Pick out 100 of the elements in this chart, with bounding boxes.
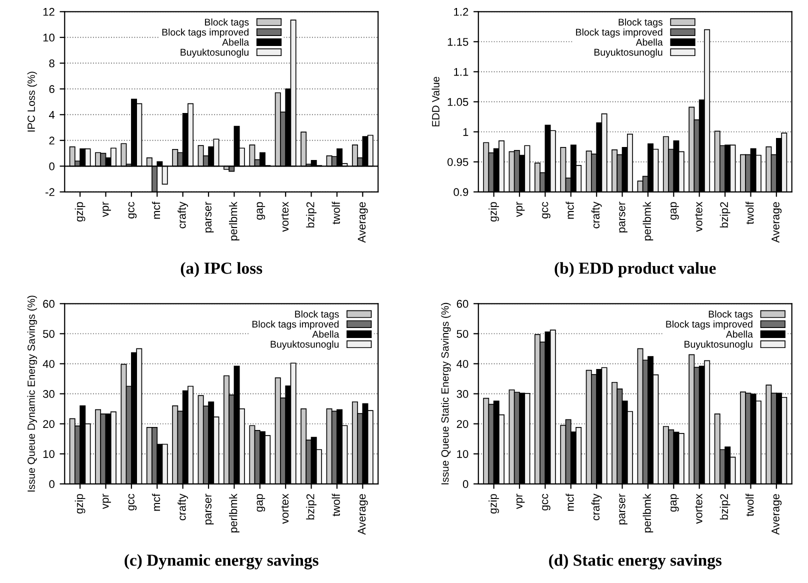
x-tick-label: gcc — [542, 494, 550, 510]
x-tick-label: vpr — [516, 202, 525, 218]
x-tick-label: parser — [619, 202, 628, 232]
x-tick-label: vortex — [695, 494, 702, 524]
x-tick-label: perlbmk — [229, 202, 240, 240]
x-tick-label: twolf — [746, 202, 754, 224]
x-tick-label: vpr — [516, 494, 525, 510]
y-tick-label: 50 — [456, 330, 468, 338]
x-tick-label: vortex — [281, 494, 289, 524]
x-tick-label: bzip2 — [306, 202, 316, 228]
x-tick-label: gzip — [488, 494, 499, 514]
x-tick-label: bzip2 — [720, 202, 730, 228]
x-tick-label: crafty — [591, 494, 602, 520]
y-tick-label: 1.1 — [454, 68, 468, 76]
legend-label: Block tags improved — [666, 320, 752, 330]
y-tick-label: 12 — [43, 8, 54, 16]
y-axis-title: Issue Queue Static Energy Savings (%) — [441, 302, 451, 484]
text: (a) IPC loss — [180, 262, 262, 278]
y-tick-label: 60 — [456, 300, 468, 308]
y-tick-label: 1.05 — [448, 98, 468, 106]
y-tick-label: 6 — [49, 85, 54, 94]
x-tick-label: mcf — [566, 202, 574, 219]
legend-label: Block tags — [708, 310, 753, 320]
x-tick-label: gap — [256, 202, 266, 220]
legend-label: Abella — [726, 330, 753, 338]
x-tick-label: Average — [358, 202, 368, 243]
legend-label: Abella — [312, 330, 340, 338]
legend-label: Block tags — [205, 18, 249, 28]
legend-label: Buyuktosunoglu — [594, 48, 662, 58]
legend-label: Buyuktosunoglu — [180, 48, 248, 58]
x-tick-label: bzip2 — [306, 494, 316, 520]
y-tick-label: 0 — [462, 480, 468, 488]
y-tick-label: 10 — [43, 450, 54, 458]
y-tick-label: 40 — [42, 360, 54, 368]
x-tick-label: perlbmk — [642, 202, 654, 240]
y-tick-label: 0 — [49, 162, 54, 170]
legend-label: Abella — [636, 38, 663, 46]
y-tick-label: 4 — [48, 111, 55, 119]
x-tick-label: mcf — [152, 494, 160, 511]
x-tick-label: mcf — [152, 202, 160, 219]
y-tick-label: 30 — [42, 390, 54, 398]
x-tick-label: crafty — [178, 202, 188, 228]
x-tick-label: twolf — [332, 202, 340, 224]
y-tick-label: 1.2 — [454, 8, 468, 16]
legend-label: Block tags improved — [576, 28, 662, 38]
y-tick-label: 0.9 — [454, 188, 468, 196]
x-tick-label: bzip2 — [720, 494, 730, 520]
x-tick-label: twolf — [332, 494, 340, 516]
legend-label: Block tags improved — [252, 320, 339, 330]
y-tick-label: 10 — [43, 34, 54, 42]
y-tick-label: 0 — [49, 480, 54, 488]
legend-label: Block tags — [618, 18, 662, 28]
legend-label: Block tags — [295, 310, 339, 320]
y-axis-title: EDD Value — [432, 76, 440, 126]
text: (c) Dynamic energy savings — [124, 554, 318, 570]
y-tick-label: -2 — [46, 188, 54, 196]
x-tick-label: gap — [670, 494, 679, 512]
x-tick-label: gzip — [74, 202, 86, 222]
y-tick-label: 1.15 — [448, 38, 468, 46]
y-tick-label: 2 — [49, 136, 54, 144]
y-tick-label: 0.95 — [447, 158, 468, 166]
x-tick-label: vortex — [695, 202, 702, 232]
x-tick-label: gcc — [542, 202, 550, 218]
x-tick-label: twolf — [746, 494, 754, 516]
x-tick-label: Average — [358, 494, 368, 535]
x-tick-label: vpr — [102, 202, 111, 218]
y-tick-label: 20 — [43, 420, 54, 428]
y-axis-title: Issue Queue Dynamic Energy Savings (%) — [27, 296, 38, 492]
x-tick-label: mcf — [566, 494, 574, 511]
text: (d) Static energy savings — [549, 554, 722, 570]
x-tick-label: parser — [205, 494, 214, 524]
y-tick-label: 40 — [456, 360, 468, 368]
legend-label: Buyuktosunoglu — [684, 340, 752, 350]
x-tick-label: Average — [772, 494, 782, 535]
legend-label: Abella — [222, 38, 250, 46]
text: (b) EDD product value — [554, 262, 716, 278]
x-tick-label: gzip — [74, 494, 86, 514]
legend-label: Block tags improved — [162, 28, 248, 38]
y-tick-label: 20 — [456, 420, 468, 428]
x-tick-label: gap — [256, 494, 266, 512]
x-tick-label: crafty — [591, 202, 602, 228]
x-tick-label: vpr — [102, 494, 111, 510]
x-tick-label: perlbmk — [229, 494, 240, 532]
x-tick-label: gap — [670, 202, 679, 220]
x-tick-label: gzip — [488, 202, 499, 222]
y-tick-label: 60 — [43, 300, 54, 308]
x-tick-label: gcc — [128, 202, 137, 218]
y-tick-label: 1 — [463, 128, 468, 136]
x-tick-label: parser — [619, 494, 628, 524]
y-tick-label: 8 — [49, 59, 54, 68]
x-tick-label: vortex — [281, 202, 289, 232]
x-tick-label: Average — [772, 202, 782, 243]
y-axis-title: IPC Loss (%) — [27, 72, 37, 132]
y-tick-label: 10 — [457, 450, 468, 458]
x-tick-label: perlbmk — [642, 494, 654, 532]
legend-label: Buyuktosunoglu — [270, 340, 339, 350]
y-tick-label: 30 — [456, 390, 468, 398]
x-tick-label: parser — [205, 202, 214, 232]
x-tick-label: crafty — [178, 494, 188, 520]
x-tick-label: gcc — [128, 494, 137, 510]
